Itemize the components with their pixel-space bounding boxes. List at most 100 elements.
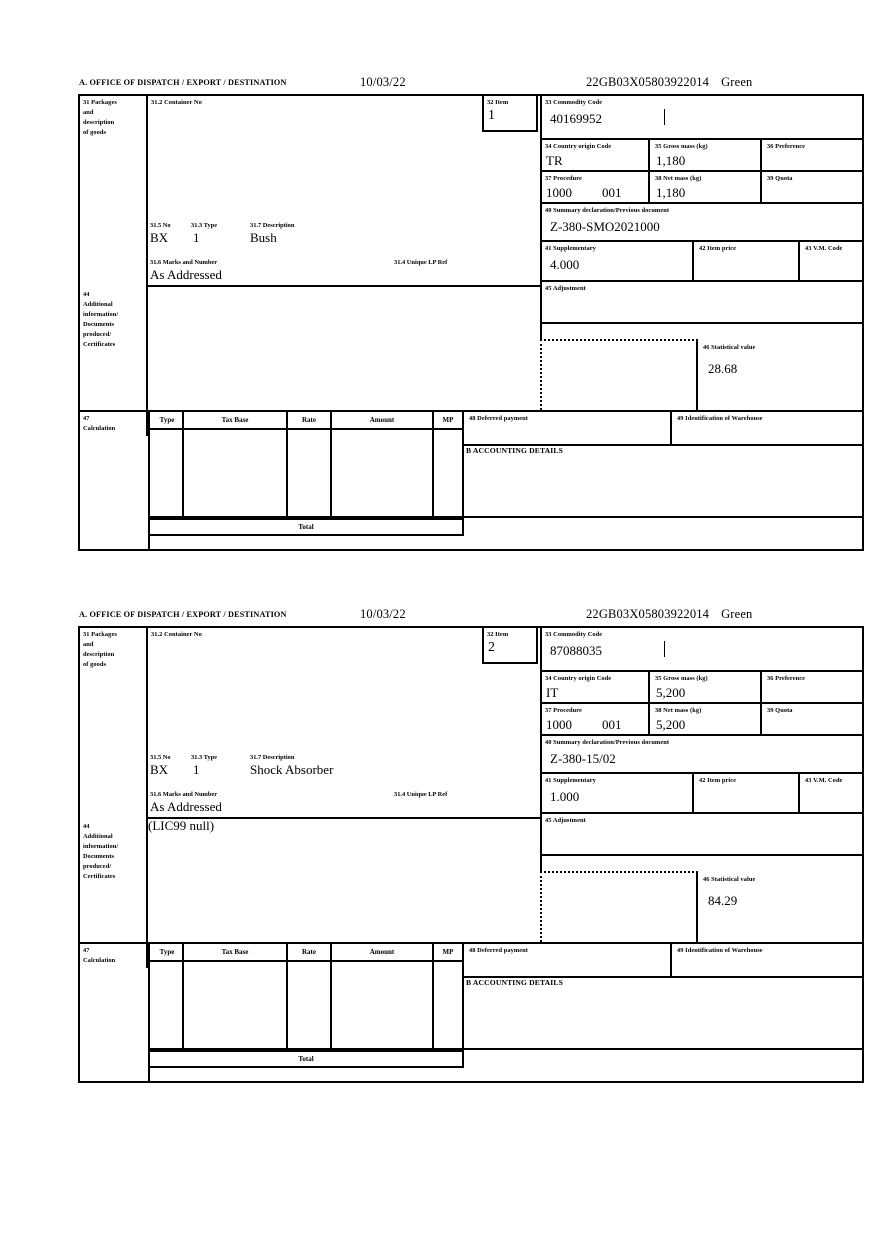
form-header: A. OFFICE OF DISPATCH / EXPORT / DESTINA… <box>78 75 864 94</box>
calc-col-type: Type <box>159 416 175 424</box>
box47-label-line1: 47 <box>83 415 90 422</box>
box31-4-label: 31.4 Unique LP Ref <box>394 259 448 266</box>
box41-value: 1.000 <box>550 790 580 803</box>
divider-under-box31 <box>146 285 540 287</box>
box31-3-value: 1 <box>193 230 200 245</box>
divider-under-box41 <box>540 812 862 814</box>
box40-value: Z-380-SMO2021000 <box>550 220 660 233</box>
box31-label-line2: and <box>83 640 94 648</box>
box43-label: 43 V.M. Code <box>805 245 843 252</box>
dotted-line-top <box>540 339 698 341</box>
divider-under-box40 <box>540 240 862 242</box>
total-row-top-rule <box>148 516 862 518</box>
divider-box41-42 <box>692 772 694 812</box>
form-frame: 31 Packages and description of goods 31.… <box>78 626 864 1083</box>
divider-left-box46 <box>696 871 698 942</box>
box42-label: 42 Item price <box>699 777 737 784</box>
box47-label-line1: 47 <box>83 947 90 954</box>
box37-value-1: 1000 <box>546 186 572 199</box>
box44-label-line1: 44 <box>83 291 90 298</box>
calc-col-rate: Rate <box>302 948 316 956</box>
box48-label: 48 Deferred payment <box>469 415 528 422</box>
box37-value-2: 001 <box>602 718 622 731</box>
box31-label-line3: description <box>83 650 115 658</box>
divider-under-box45 <box>540 322 862 324</box>
box47-label-line2: Calculation <box>83 424 116 432</box>
box31-6-value: As Addressed <box>150 799 222 814</box>
header-date: 10/03/22 <box>360 75 406 89</box>
calculation-table: Type Tax Base Rate Amount MP Total <box>148 410 464 536</box>
box49-label: 49 Identification of Warehouse <box>677 947 763 954</box>
box47-label-line2: Calculation <box>83 956 116 964</box>
calc-col-rate: Rate <box>302 416 316 424</box>
box45-label: 45 Adjustment <box>545 285 586 292</box>
divider-under-box48 <box>464 444 862 446</box>
box31-7-value: Bush <box>250 230 277 245</box>
box31-7-label: 31.7 Description <box>250 222 295 229</box>
box31-7-label: 31.7 Description <box>250 754 295 761</box>
calc-col-amount: Amount <box>369 948 395 956</box>
dotted-line-left <box>540 339 542 410</box>
box31-2-container-label: 31.2 Container No <box>151 631 202 638</box>
box31-6-value: As Addressed <box>150 267 222 282</box>
box35-label: 35 Gross mass (kg) <box>655 143 708 150</box>
box34-label: 34 Country origin Code <box>545 143 612 150</box>
box31-label-line3: description <box>83 118 115 126</box>
divider-box48-49 <box>670 942 672 978</box>
box41-label: 41 Supplementary <box>545 777 596 784</box>
box32-item-value: 2 <box>488 639 495 655</box>
box31-3-label: 31.3 Type <box>191 754 218 761</box>
divider-main-right <box>540 628 542 871</box>
box31-4-label: 31.4 Unique LP Ref <box>394 791 448 798</box>
divider-under-box41 <box>540 280 862 282</box>
divider-box48-49 <box>670 410 672 446</box>
divider-under-box48 <box>464 976 862 978</box>
divider-under-box37 <box>540 202 862 204</box>
divider-box42-43 <box>798 772 800 812</box>
divider-under-box31 <box>146 817 540 819</box>
box35-label: 35 Gross mass (kg) <box>655 675 708 682</box>
mrn-value: 22GB03X05803922014 <box>586 607 710 621</box>
box44-label-line6: Certificates <box>83 872 116 880</box>
box31-5-label: 31.5 No <box>150 222 171 229</box>
box39-label: 39 Quota <box>767 175 793 182</box>
calc-col-rule-3 <box>330 412 332 518</box>
box31-6-label: 31.6 Marks and Number <box>150 259 218 266</box>
header-date: 10/03/22 <box>360 607 406 621</box>
box31-5-label: 31.5 No <box>150 754 171 761</box>
box35-value: 1,180 <box>656 154 686 167</box>
box44-label-line5: produced/ <box>83 330 112 338</box>
box33-label: 33 Commodity Code <box>545 99 603 106</box>
box44-label-line3: information/ <box>83 310 119 318</box>
box46-label: 46 Statistical value <box>703 876 756 883</box>
box49-label: 49 Identification of Warehouse <box>677 415 763 422</box>
box41-label: 41 Supplementary <box>545 245 596 252</box>
box44-label-line3: information/ <box>83 842 119 850</box>
calc-col-rule-2 <box>286 944 288 1050</box>
calculation-table: Type Tax Base Rate Amount MP Total <box>148 942 464 1068</box>
box34-label: 34 Country origin Code <box>545 675 612 682</box>
form-frame: 31 Packages and description of goods 31.… <box>78 94 864 551</box>
total-row-left-rule <box>148 516 150 551</box>
divider-main-right <box>540 96 542 339</box>
divider-box31-label <box>146 628 148 968</box>
box37-label: 37 Procedure <box>545 707 582 714</box>
divider-under-box34 <box>540 702 862 704</box>
box35-value: 5,200 <box>656 686 686 699</box>
box31-label-line4: of goods <box>83 128 107 136</box>
box47-label: 47 Calculation <box>80 412 146 434</box>
box41-value: 4.000 <box>550 258 580 271</box>
box42-label: 42 Item price <box>699 245 737 252</box>
calc-col-rule-4 <box>432 412 434 518</box>
calc-header-rule <box>150 960 462 962</box>
box45-label: 45 Adjustment <box>545 817 586 824</box>
divider-under-box40 <box>540 772 862 774</box>
box38-label: 38 Net mass (kg) <box>655 175 702 182</box>
form-header: A. OFFICE OF DISPATCH / EXPORT / DESTINA… <box>78 607 864 626</box>
calc-col-rule-1 <box>182 412 184 518</box>
header-office-label: A. OFFICE OF DISPATCH / EXPORT / DESTINA… <box>79 610 287 619</box>
calc-col-rule-4 <box>432 944 434 1050</box>
divider-box41-42 <box>692 240 694 280</box>
calc-col-rule-1 <box>182 944 184 1050</box>
